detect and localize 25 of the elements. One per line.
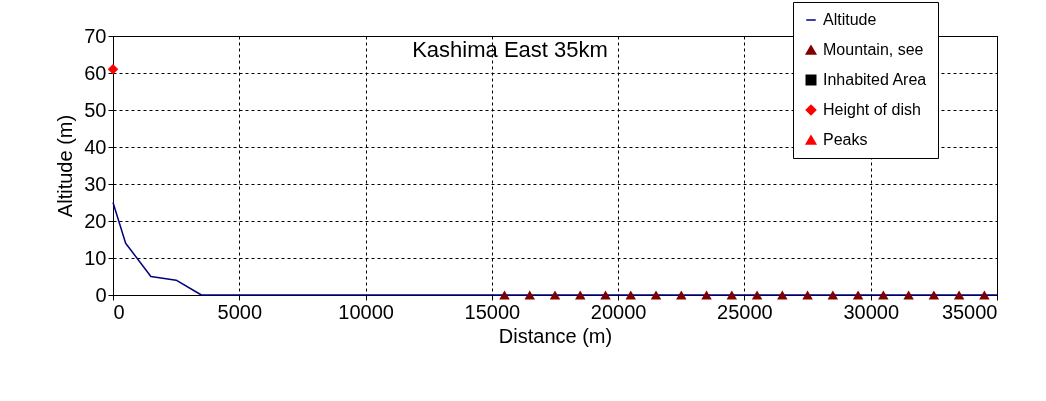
y-tick-label: 70 <box>84 24 107 47</box>
x-tick-label: 15000 <box>464 300 521 323</box>
x-tick-label: 25000 <box>717 300 773 323</box>
x-tick-label: 10000 <box>338 300 394 323</box>
y-axis-title: Altitude (m) <box>54 114 77 218</box>
y-tick-label: 50 <box>84 98 107 121</box>
chart-title: Kashima East 35km <box>412 36 608 62</box>
y-tick-label: 10 <box>84 246 107 269</box>
x-tick-label: 35000 <box>941 300 998 323</box>
x-tick-label: 20000 <box>590 300 647 323</box>
y-tick-label: 30 <box>84 172 107 195</box>
x-tick-label: 0 <box>113 300 125 323</box>
y-tick-label: 20 <box>84 209 107 232</box>
x-axis-title: Distance (m) <box>498 324 613 347</box>
y-tick-label: 60 <box>84 61 107 84</box>
x-tick-label: 30000 <box>843 300 900 323</box>
legend-label: Height of dish <box>823 101 921 118</box>
y-tick-label: 0 <box>95 283 107 306</box>
legend-label: Peaks <box>823 131 868 148</box>
x-tick-label: 5000 <box>217 300 263 323</box>
legend-label: Inhabited Area <box>823 71 927 88</box>
line-series <box>112 201 998 296</box>
legend-label: Altitude <box>823 11 877 28</box>
legend-label: Mountain, see <box>823 41 924 58</box>
y-tick-label: 40 <box>84 135 107 158</box>
